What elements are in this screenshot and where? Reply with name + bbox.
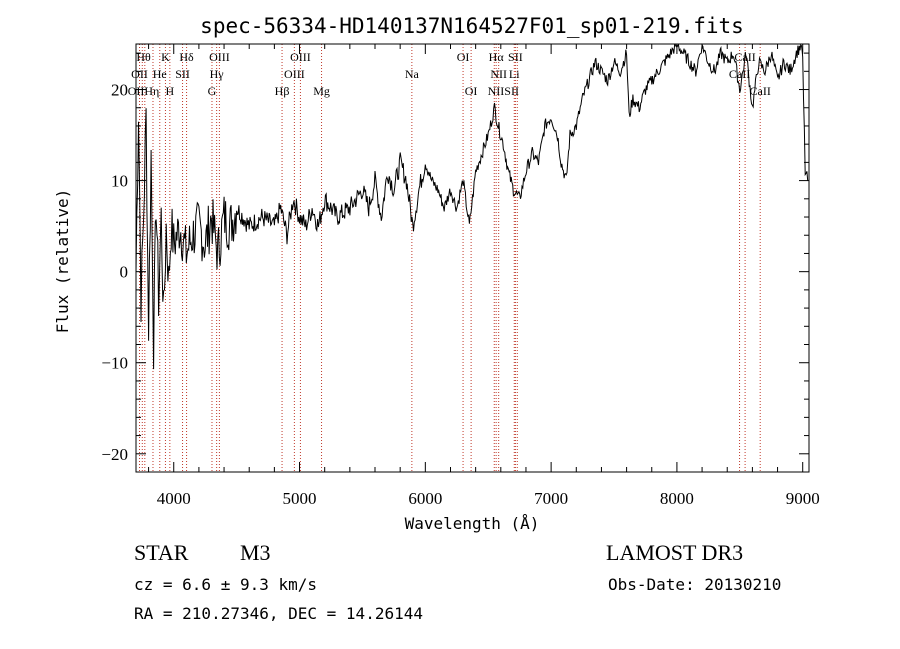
y-axis-label: Flux (relative) — [53, 189, 72, 334]
line-label-5: OI — [457, 50, 470, 64]
line-label-0: Hθ — [136, 50, 151, 64]
line-label-24: NIISII — [488, 84, 519, 98]
line-label-18: OIIHη — [128, 84, 160, 98]
line-label-16: Li — [509, 67, 520, 81]
line-label-21: Hβ — [275, 84, 290, 98]
x-tick-label: 5000 — [283, 489, 317, 508]
chart-title: spec-56334-HD140137N164527F01_sp01-219.f… — [200, 14, 744, 38]
line-label-23: OI — [465, 84, 478, 98]
line-label-11: SII — [175, 67, 190, 81]
x-tick-label: 9000 — [786, 489, 820, 508]
y-tick-label: −10 — [101, 354, 128, 373]
line-label-17: CaII — [729, 67, 750, 81]
line-label-14: Na — [405, 67, 420, 81]
line-label-1: K — [161, 50, 170, 64]
line-label-25: CaII — [750, 84, 771, 98]
redshift-info: cz = 6.6 ± 9.3 km/s — [134, 575, 318, 594]
x-tick-label: 6000 — [408, 489, 442, 508]
y-tick-label: −20 — [101, 445, 128, 464]
line-label-13: OIII — [284, 67, 305, 81]
y-axis: −20 −10 0 10 20 — [101, 52, 809, 473]
spectral-line-markers — [139, 44, 761, 472]
y-tick-label: 0 — [120, 263, 129, 282]
line-label-9: OII — [131, 67, 148, 81]
spectral-subclass: M3 — [240, 540, 271, 565]
x-axis-label: Wavelength (Å) — [405, 514, 540, 533]
line-label-12: Hγ — [210, 67, 225, 81]
plot-frame — [135, 43, 810, 473]
obs-date: Obs-Date: 20130210 — [608, 575, 782, 594]
line-label-22: Mg — [313, 84, 330, 98]
x-tick-label: 4000 — [157, 489, 191, 508]
series-line-0 — [135, 43, 809, 370]
line-label-15: NII — [490, 67, 507, 81]
line-label-7: SII — [508, 50, 523, 64]
line-label-3: OIII — [209, 50, 230, 64]
line-label-6: Hα — [489, 50, 505, 64]
line-label-19: H — [166, 84, 175, 98]
x-axis: 4000 5000 6000 7000 8000 9000 — [148, 44, 820, 508]
flux-series — [135, 43, 809, 370]
coordinates: RA = 210.27346, DEC = 14.26144 — [134, 604, 423, 623]
line-label-20: G — [208, 84, 217, 98]
line-label-2: Hδ — [179, 50, 194, 64]
line-label-4: OIII — [290, 50, 311, 64]
survey-name: LAMOST DR3 — [606, 540, 744, 565]
x-tick-label: 8000 — [660, 489, 694, 508]
x-tick-label: 7000 — [534, 489, 568, 508]
y-tick-label: 20 — [111, 81, 128, 100]
y-tick-label: 10 — [111, 172, 128, 191]
object-class: STAR — [134, 540, 189, 565]
line-label-10: He — [153, 67, 167, 81]
